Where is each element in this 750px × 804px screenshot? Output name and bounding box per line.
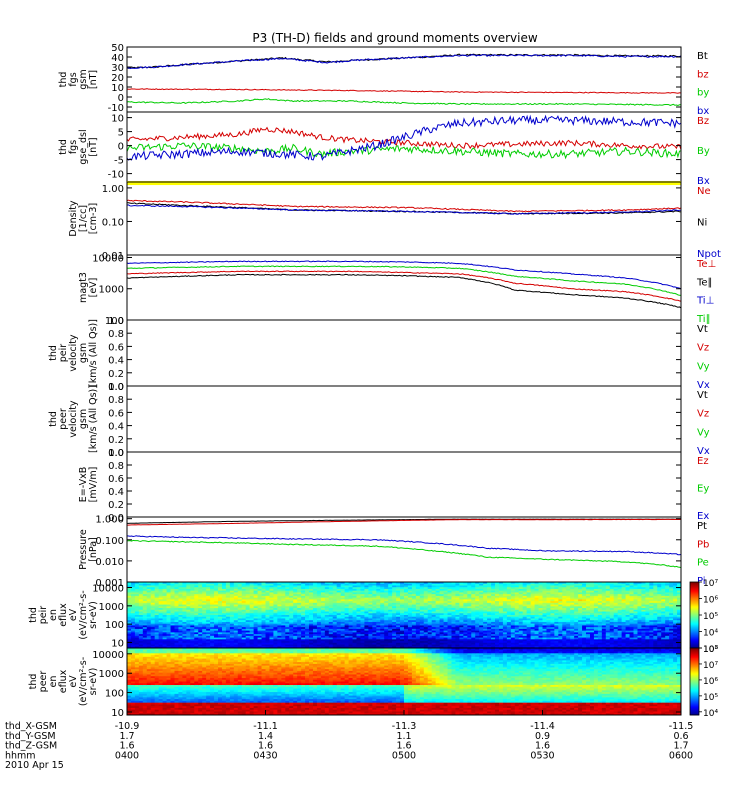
y-tick-label: 0.100: [95, 536, 124, 547]
series-line-green: [127, 266, 681, 295]
y-tick-label: 1.00: [102, 184, 124, 195]
y-tick-label: 10: [111, 114, 124, 125]
legend-entry: Vz: [697, 409, 709, 420]
y-axis-label: [nPa]: [88, 537, 99, 562]
y-tick-label: 5: [118, 128, 124, 139]
y-tick-label: 0.6: [108, 342, 124, 353]
y-tick-label: 0.8: [108, 461, 124, 472]
y-tick-label: 0.4: [108, 422, 124, 433]
legend-entry: Pb: [697, 539, 709, 550]
series-line-blue: [127, 536, 681, 555]
panel-fgs-gsm: [127, 47, 681, 112]
y-axis-label: [nT]: [88, 137, 99, 156]
series-line-green: [127, 540, 681, 567]
y-tick-label: 0.8: [108, 329, 124, 340]
panel-frame: [127, 386, 681, 452]
legend-entry: Vz: [697, 343, 709, 354]
panel-temperature: [127, 255, 681, 320]
legend-entry: Vt: [697, 390, 708, 401]
y-tick-label: 0.10: [102, 217, 124, 228]
y-axis-label: [km/s (All Qs)]: [88, 385, 99, 453]
legend-entry: By: [697, 146, 710, 157]
panel-frame: [127, 182, 681, 255]
series-line-blue: [127, 55, 681, 69]
legend-entry: Vt: [697, 324, 708, 335]
series-line-green: [127, 99, 681, 106]
legend-entry: Vy: [697, 361, 710, 372]
panel-peir-velocity: [127, 320, 681, 386]
y-tick-label: 10000: [92, 253, 124, 264]
series-line-red: [127, 89, 681, 94]
legend-entry: Ez: [697, 456, 709, 467]
legend-entry: Pt: [697, 521, 707, 532]
legend-entry: by: [697, 88, 709, 99]
y-tick-label: 1.000: [95, 515, 124, 526]
y-tick-label: 0.2: [108, 435, 124, 446]
y-tick-label: -10: [108, 170, 124, 181]
legend-entry: Ti⊥: [696, 296, 714, 307]
panel-pressure: [127, 517, 681, 582]
legend-entry: Ni: [697, 218, 707, 229]
panel-peer-velocity: [127, 386, 681, 452]
legend-entry: bz: [697, 69, 709, 80]
legend-entry: Ey: [697, 484, 709, 495]
legend-entry: Pe: [697, 558, 709, 569]
y-tick-label: 0.6: [108, 474, 124, 485]
y-tick-label: 1.0: [108, 316, 124, 327]
panel-peir-spectrogram: [127, 582, 702, 648]
y-tick-label: 0.6: [108, 408, 124, 419]
y-tick-label: 0.2: [108, 369, 124, 380]
y-tick-label: 1.0: [108, 448, 124, 459]
y-axis-label: [eV]: [88, 278, 99, 298]
y-tick-label: 0.8: [108, 395, 124, 406]
panel-density: [127, 181, 681, 255]
y-tick-label: 0.4: [108, 487, 124, 498]
panel-e-field: [127, 452, 681, 517]
y-tick-label: 1.0: [108, 382, 124, 393]
legend-entry: Ne: [697, 186, 711, 197]
y-tick-label: 1000: [99, 285, 124, 296]
panel-fgs-gse: [127, 112, 681, 182]
series-line-blue: [127, 116, 681, 160]
y-tick-label: 0.2: [108, 500, 124, 511]
y-tick-label: 0.010: [95, 557, 124, 568]
series-line-black: [127, 274, 681, 308]
y-tick-label: 0: [118, 142, 124, 153]
plot-title: P3 (TH-D) fields and ground moments over…: [252, 31, 537, 45]
y-tick-label: -5: [114, 156, 124, 167]
legend-entry: Te∥: [696, 277, 713, 288]
y-axis-label: [mV/m]: [88, 467, 99, 503]
legend-entry: Bt: [697, 51, 708, 62]
y-tick-label: -10: [108, 103, 124, 114]
panel-frame: [127, 255, 681, 320]
panel-frame: [127, 452, 681, 517]
legend-entry: Vy: [697, 427, 710, 438]
y-axis-label: [cm-3]: [88, 203, 99, 234]
y-tick-label: 0.4: [108, 356, 124, 367]
y-axis-label: [km/s (All Qs)]: [88, 319, 99, 387]
y-axis-label: [nT]: [88, 70, 99, 89]
panel-frame: [127, 517, 681, 582]
panel-frame: [127, 320, 681, 386]
legend-entry: Te⊥: [696, 259, 716, 270]
legend-entry: Bz: [697, 116, 709, 127]
